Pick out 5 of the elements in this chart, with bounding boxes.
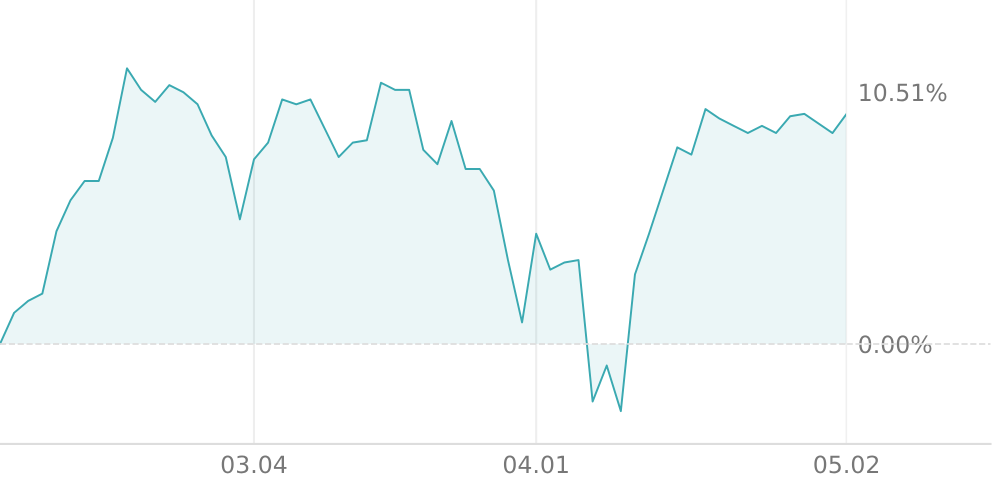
x-tick-label: 05.02: [814, 455, 878, 474]
y-tick-label: 0.00%: [859, 335, 932, 354]
x-tick-label: 03.04: [222, 455, 286, 474]
y-tick-label: 10.51%: [860, 83, 946, 102]
x-tick-label: 04.01: [504, 455, 568, 474]
